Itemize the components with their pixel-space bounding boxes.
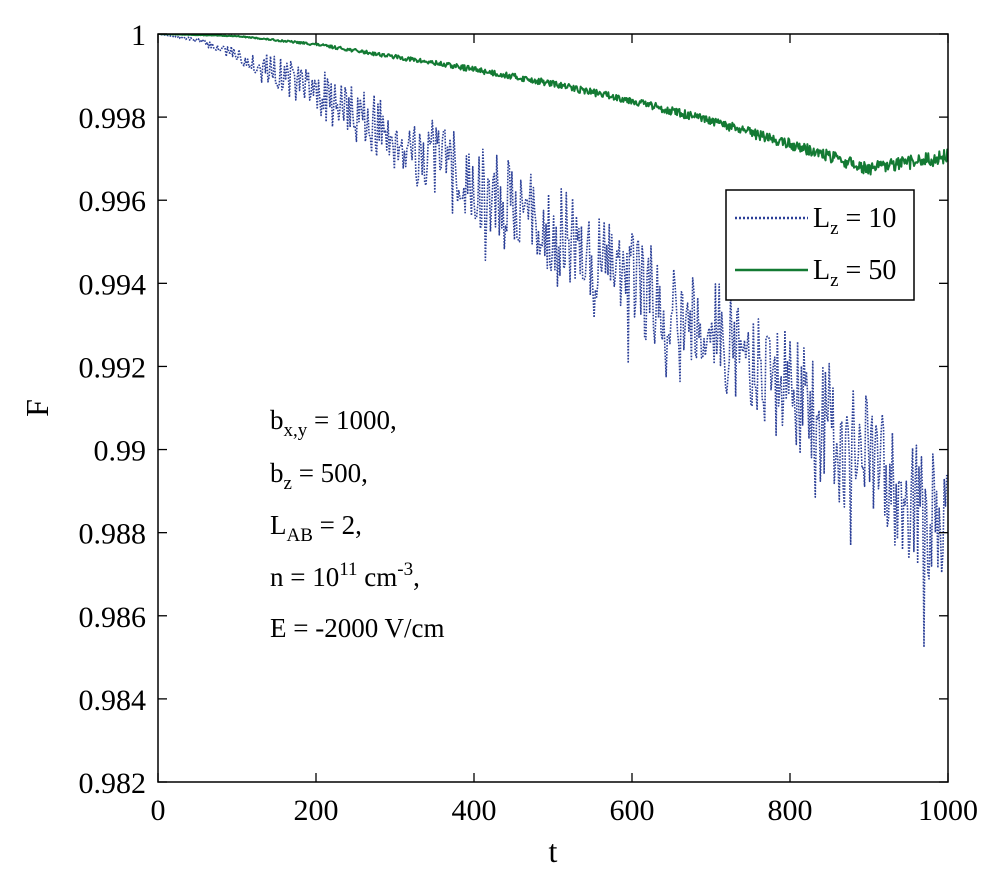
legend-label-lz10: Lz = 10 [813,203,896,239]
ticks-layer [157,33,949,783]
legend-box [725,189,915,301]
x-tick-label: 200 [294,794,339,827]
legend-label-lz50: Lz = 50 [813,255,896,291]
y-tick-label: 1 [131,19,146,52]
legend: Lz = 10 Lz = 50 [725,189,915,301]
tick-labels: 0 200 400 600 800 1000 0.982 0.984 0.986 0.988 0.9… [79,19,979,827]
y-tick-label: 0.998 [79,102,147,135]
annotation-line-field: E = -2000 V/cm [270,613,444,643]
annotation-line-bz: bz = 500, [270,458,368,494]
plot-frame [157,33,949,783]
x-tick-label: 1000 [918,794,978,827]
y-tick-label: 0.982 [79,767,147,800]
y-tick-label: 0.986 [79,601,147,634]
y-tick-label: 0.996 [79,185,147,218]
x-tick-label: 600 [610,794,655,827]
annotation-line-lab: LAB = 2, [270,510,362,546]
series-layer [158,34,948,648]
series-line-lz10 [158,34,948,648]
y-axis-label: F [19,399,55,417]
x-tick-label: 800 [768,794,813,827]
annotation-line-density: n = 1011 cm-3, [270,559,420,592]
parameter-annotation: bx,y = 1000, bz = 500, LAB = 2, n = 1011… [270,405,444,643]
series-line-lz50 [158,34,948,176]
x-tick-label: 400 [452,794,497,827]
y-tick-label: 0.988 [79,518,147,551]
y-tick-label: 0.99 [94,435,147,468]
x-axis-label: t [549,833,558,869]
y-tick-label: 0.984 [79,684,147,717]
annotation-line-bxy: bx,y = 1000, [270,405,397,441]
x-tick-label: 0 [151,794,166,827]
y-tick-label: 0.994 [79,268,147,301]
y-tick-label: 0.992 [79,351,147,384]
